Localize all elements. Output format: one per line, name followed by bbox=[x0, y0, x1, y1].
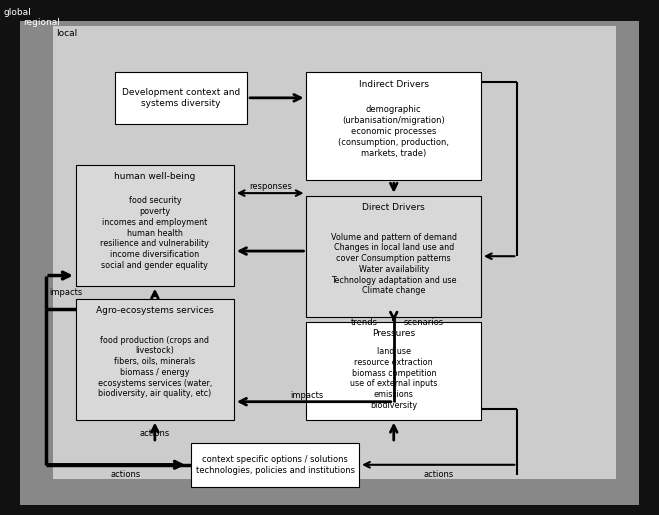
Bar bbox=[53, 26, 616, 479]
Text: food security
poverty
incomes and employment
human health
resilience and vulnera: food security poverty incomes and employ… bbox=[100, 196, 210, 270]
Text: impacts: impacts bbox=[291, 391, 324, 400]
Text: Agro-ecosystems services: Agro-ecosystems services bbox=[96, 305, 214, 315]
Text: food production (crops and
livestock)
fibers, oils, minerals
biomass / energy
ec: food production (crops and livestock) fi… bbox=[98, 336, 212, 398]
Text: impacts: impacts bbox=[49, 288, 82, 297]
Text: trends: trends bbox=[351, 318, 378, 328]
Text: actions: actions bbox=[423, 470, 453, 478]
Text: actions: actions bbox=[140, 429, 170, 438]
Text: Volume and pattern of demand
Changes in local land use and
cover Consumption pat: Volume and pattern of demand Changes in … bbox=[331, 233, 457, 295]
Bar bbox=[191, 443, 359, 487]
Bar bbox=[115, 72, 247, 124]
Text: Development context and
systems diversity: Development context and systems diversit… bbox=[122, 88, 241, 108]
Text: Pressures: Pressures bbox=[372, 329, 415, 338]
Text: Indirect Drivers: Indirect Drivers bbox=[358, 80, 429, 90]
Text: demographic
(urbanisation/migration)
economic processes
(consumption, production: demographic (urbanisation/migration) eco… bbox=[338, 105, 449, 158]
Text: actions: actions bbox=[110, 470, 140, 478]
Text: context specific options / solutions
technologies, policies and institutions: context specific options / solutions tec… bbox=[196, 455, 355, 475]
Text: land use
resource extraction
biomass competition
use of external inputs
emission: land use resource extraction biomass com… bbox=[350, 347, 438, 410]
Bar bbox=[306, 322, 481, 420]
Text: local: local bbox=[56, 29, 77, 38]
Bar bbox=[76, 299, 234, 420]
Text: human well-being: human well-being bbox=[114, 171, 196, 181]
Text: scenarios: scenarios bbox=[403, 318, 444, 328]
Bar bbox=[306, 196, 481, 317]
Text: regional: regional bbox=[23, 18, 60, 27]
Text: responses: responses bbox=[248, 182, 292, 192]
Text: Direct Drivers: Direct Drivers bbox=[362, 202, 425, 212]
Text: global: global bbox=[3, 8, 31, 16]
Bar bbox=[306, 72, 481, 180]
Bar bbox=[76, 165, 234, 286]
